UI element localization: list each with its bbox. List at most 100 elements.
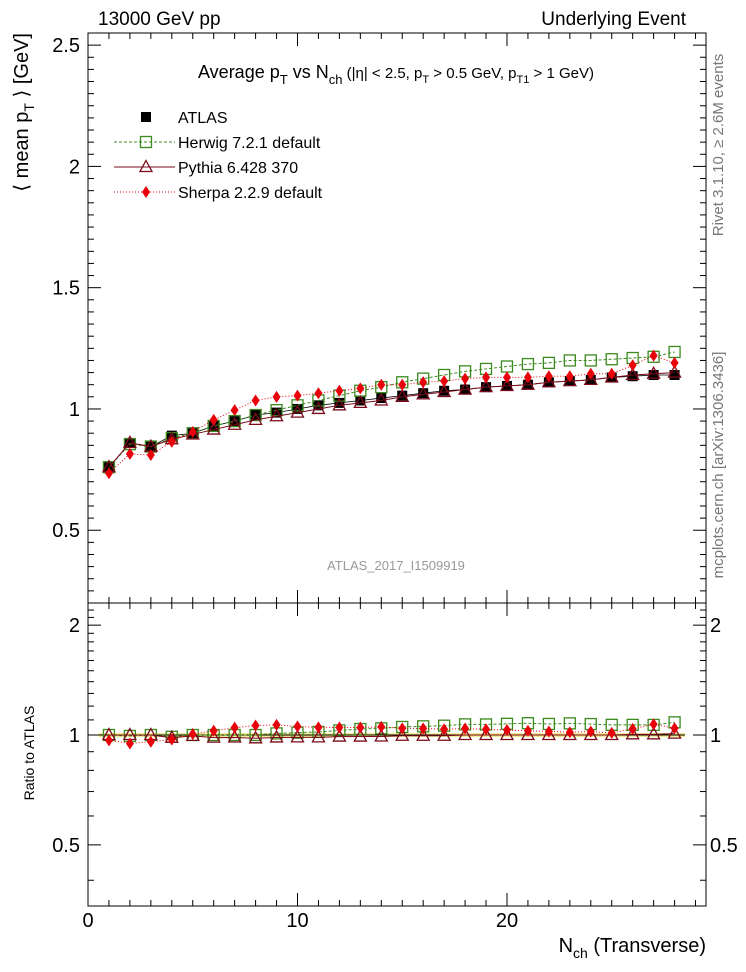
sherpa-2-2-9-default-point [188,426,197,438]
sherpa-2-2-9-default-point [502,371,511,384]
pythia-6-428-370-ratio-point [499,727,515,741]
atlas-point [334,397,345,408]
atlas-point [166,430,177,441]
herwig-7-2-1-default-point [584,354,597,367]
sherpa-2-2-9-default-ratio-point [230,721,239,734]
pythia-6-428-370-ratio-point [478,727,494,741]
atlas-point [376,393,387,404]
pythia-6-428-370-point [541,374,556,388]
axis-ticks [87,33,706,906]
ratio-y-tick-label: 1 [69,725,80,747]
atlas-point [397,390,408,401]
legend-label-atlas: ATLAS [178,110,228,127]
sherpa-2-2-9-default-ratio-point [523,724,532,737]
pythia-6-428-370-point [332,397,347,411]
sherpa-2-2-9-default-ratio-point [398,722,407,735]
sherpa-2-2-9-default-point [523,371,532,384]
legend-label-sherpa-2-2-9-default: Sherpa 2.2.9 default [178,185,323,202]
atlas-point [292,403,303,414]
sherpa-2-2-9-default-ratio-point [272,718,281,731]
atlas-point [355,395,366,406]
sherpa-2-2-9-default-ratio-point [293,720,302,733]
ratio-y-tick-label-right: 2 [710,615,721,637]
rivet-info: Rivet 3.1.10, ≥ 2.6M events [710,54,727,237]
pythia-6-428-370-ratio-point [437,727,452,741]
ratio-y-axis-label: Ratio to ATLAS [21,706,37,801]
sherpa-2-2-9-default-ratio-point [607,726,616,739]
pythia-6-428-370-ratio-point [457,727,473,741]
sherpa-2-2-9-default-ratio-point [104,734,113,747]
legend: ATLAS Herwig 7.2.1 default Pythia 6.428 37… [114,110,323,202]
pythia-6-428-370-ratio-point [206,729,221,743]
sherpa-2-2-9-default-ratio-point [335,721,344,734]
herwig-7-2-1-default-point [542,356,556,370]
header-collision: 13000 GeV pp [98,9,221,30]
sherpa-2-2-9-default-point [586,367,595,380]
pythia-6-428-370-point [562,373,577,387]
ratio-series [98,716,686,750]
herwig-7-2-1-default-point [521,357,535,371]
pythia-6-428-370-point [290,404,305,418]
sherpa-2-2-9-default-ratio-point [482,723,491,736]
pythia-6-428-370-point [520,376,536,390]
pythia-6-428-370-line [108,372,675,468]
pythia-6-428-370-point [583,371,598,386]
ratio-y-tick-label-right: 0.5 [710,835,738,857]
sherpa-2-2-9-default-ratio-point [649,718,658,731]
pythia-6-428-370-point [499,378,515,392]
sherpa-2-2-9-default-ratio-point [167,733,176,746]
pythia-6-428-370-point [206,421,221,435]
legend-marker-pythia-6-428-370 [138,159,154,173]
pythia-6-428-370-point [311,401,326,415]
atlas-point [271,407,282,418]
pythia-6-428-370-point [374,392,389,406]
legend-marker-atlas [141,112,151,122]
sherpa-2-2-9-default-point [230,404,239,417]
sherpa-2-2-9-default-point [104,467,113,480]
herwig-7-2-1-default-point [605,353,618,366]
sherpa-2-2-9-default-ratio-point [314,721,323,734]
pythia-6-428-370-point [437,384,452,398]
sherpa-2-2-9-default-ratio-point [502,724,511,737]
ratio-y-tick-label: 2 [69,615,80,637]
x-tick-label: 10 [286,910,308,932]
y-tick-labels: 0.5 1 1.5 2 2.5 0.5 0.5 1 1 2 2 [52,35,738,857]
pythia-6-428-370-ratio-point [248,730,263,744]
sherpa-2-2-9-default-point [314,387,323,400]
sherpa-2-2-9-default-point [628,359,637,372]
y-tick-label: 2.5 [52,35,80,57]
herwig-7-2-1-default-point [563,354,576,367]
pythia-6-428-370-point [646,365,661,379]
pythia-6-428-370-ratio-line [108,733,675,739]
pythia-6-428-370-ratio-point [290,729,305,743]
main-series [101,345,682,480]
pythia-6-428-370-ratio-point [520,727,536,741]
pythia-6-428-370-point [122,435,137,449]
pythia-6-428-370-ratio-point [562,727,577,741]
y-tick-label: 2 [69,156,80,178]
legend-marker-sherpa-2-2-9-default [142,186,150,198]
pythia-6-428-370-ratio-point [583,727,598,741]
atlas-point [418,388,429,399]
atlas-point [208,420,219,431]
sherpa-2-2-9-default-ratio-point [565,726,574,739]
pythia-6-428-370-point [457,381,473,395]
herwig-7-2-1-default-point [249,408,262,422]
pythia-6-428-370-point [416,386,431,400]
pythia-6-428-370-point [395,388,410,402]
pythia-6-428-370-point [248,412,263,426]
mcplots-info: mcplots.cern.ch [arXiv:1306.3436] [710,352,727,579]
sherpa-2-2-9-default-point [377,378,386,391]
sherpa-2-2-9-default-ratio-point [356,721,365,734]
pythia-6-428-370-point [604,369,619,383]
sherpa-2-2-9-default-point [209,413,218,426]
pythia-6-428-370-ratio-point [541,727,556,741]
chart-title: Average pT vs Nch (|η| < 2.5, pT > 0.5 G… [198,62,594,87]
sherpa-2-2-9-default-point [356,382,365,395]
atlas-point [627,371,638,382]
atlas-point [439,385,450,396]
sherpa-2-2-9-default-point [565,370,574,383]
sherpa-2-2-9-default-ratio-point [146,735,155,748]
y-tick-label: 1.5 [52,278,80,300]
